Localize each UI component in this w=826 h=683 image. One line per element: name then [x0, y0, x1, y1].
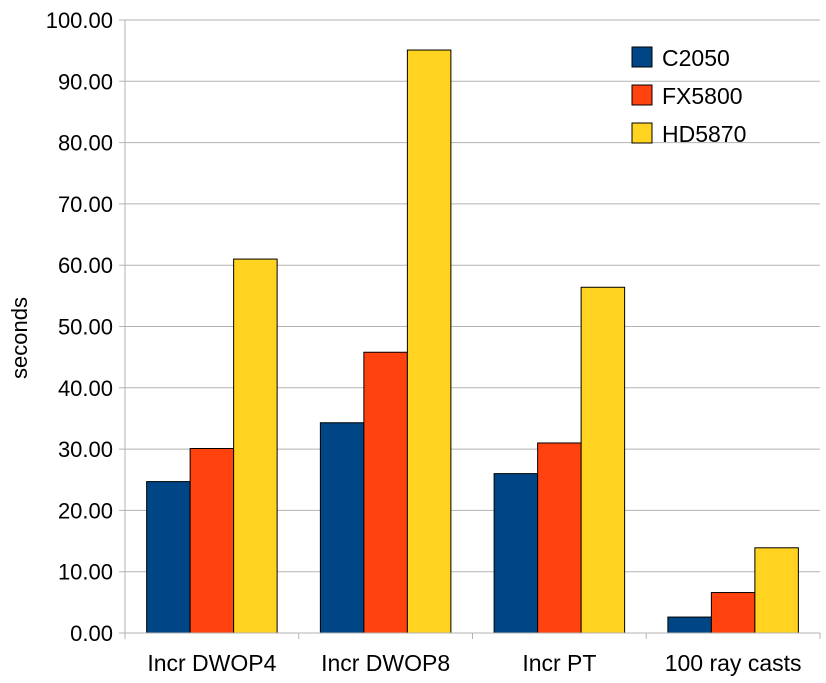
legend-swatch-hd5870 [631, 122, 653, 144]
bars [146, 49, 799, 634]
legend-label-c2050: C2050 [662, 45, 730, 71]
y-tick-label: 0.00 [70, 621, 113, 646]
bar-fx5800-1 [363, 351, 408, 634]
legend-swatch-fx5800 [631, 84, 653, 106]
legend-label-fx5800: FX5800 [662, 83, 743, 109]
y-tick-label: 100.00 [46, 8, 113, 33]
y-tick-label: 50.00 [58, 315, 113, 340]
bar-hd5870-2 [580, 286, 626, 634]
y-tick-label: 10.00 [58, 560, 113, 585]
y-tick-labels: 0.00 10.00 20.00 30.00 40.00 50.00 60.00 70.00 8… [46, 8, 113, 646]
y-tick-label: 90.00 [58, 69, 113, 94]
axes [119, 20, 821, 639]
category-label: Incr PT [522, 650, 596, 676]
category-labels: Incr DWOP4 Incr DWOP8 Incr PT 100 ray casts [147, 650, 801, 676]
y-tick-label: 40.00 [58, 376, 113, 401]
bar-fx5800-3 [710, 592, 756, 634]
legend-label-hd5870: HD5870 [662, 121, 746, 147]
bar-hd5870-3 [754, 547, 799, 634]
y-tick-label: 20.00 [58, 498, 113, 523]
legend-swatch-c2050 [631, 46, 653, 68]
bar-c2050-2 [493, 473, 539, 634]
legend: C2050 FX5800 HD5870 [631, 45, 746, 147]
bar-fx5800-0 [189, 447, 235, 634]
bar-hd5870-0 [233, 258, 278, 634]
y-tick-label: 60.00 [58, 253, 113, 278]
y-tick-label: 70.00 [58, 192, 113, 217]
bar-hd5870-1 [406, 49, 452, 634]
y-axis-title: seconds [7, 297, 32, 379]
category-label: 100 ray casts [665, 650, 802, 676]
y-tick-label: 30.00 [58, 437, 113, 462]
bar-fx5800-2 [537, 442, 582, 634]
category-label: Incr DWOP4 [147, 650, 276, 676]
bar-c2050-1 [319, 422, 365, 634]
y-tick-label: 80.00 [58, 131, 113, 156]
category-label: Incr DWOP8 [321, 650, 450, 676]
bar-c2050-0 [146, 481, 191, 634]
bar-c2050-3 [667, 616, 712, 634]
